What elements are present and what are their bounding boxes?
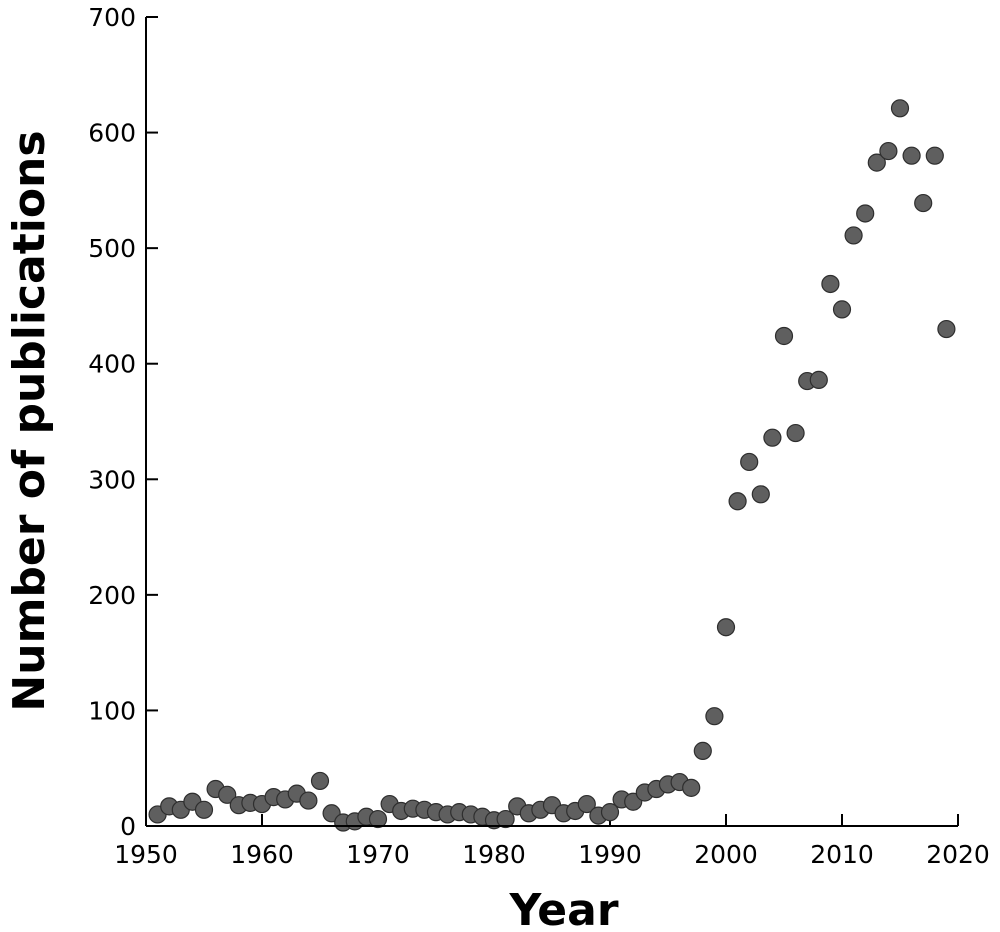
y-tick-label: 300 <box>88 465 136 494</box>
x-axis-ticks: 1950 1960 1970 1980 1990 2000 2010 2020 <box>114 814 990 869</box>
x-tick-label: 2000 <box>694 840 758 869</box>
data-point <box>751 485 770 504</box>
data-point <box>299 791 318 810</box>
y-tick-label: 100 <box>88 696 136 725</box>
data-point <box>577 794 596 814</box>
data-point <box>937 319 956 339</box>
y-tick-label: 700 <box>88 3 136 32</box>
data-point <box>925 146 944 165</box>
x-axis-title: Year <box>508 885 618 932</box>
x-tick-label: 1960 <box>230 840 294 869</box>
y-tick-label: 0 <box>120 812 136 841</box>
x-tick-label: 1980 <box>462 840 526 869</box>
data-point <box>832 300 852 319</box>
data-point <box>809 370 828 389</box>
data-point <box>902 146 921 165</box>
x-tick-label: 1950 <box>114 840 178 869</box>
data-point <box>763 428 782 447</box>
data-point <box>218 785 237 804</box>
data-point <box>496 809 515 829</box>
data-point <box>856 204 875 223</box>
data-point <box>600 803 620 822</box>
data-point <box>194 800 214 819</box>
data-point <box>914 193 933 213</box>
data-point <box>682 778 701 797</box>
data-point <box>693 741 712 760</box>
data-point <box>705 707 724 726</box>
data-point <box>821 274 840 294</box>
data-point <box>716 618 736 637</box>
data-point <box>368 809 388 829</box>
y-axis-title: Number of publications <box>4 130 55 711</box>
x-tick-label: 2010 <box>810 840 874 869</box>
x-tick-label: 2020 <box>926 840 990 869</box>
y-tick-label: 200 <box>88 581 136 610</box>
data-point <box>310 771 330 791</box>
data-point <box>890 99 910 118</box>
data-point <box>844 226 863 245</box>
data-point <box>728 492 747 511</box>
y-tick-label: 500 <box>88 234 136 263</box>
data-point <box>879 141 898 161</box>
y-tick-label: 600 <box>88 119 136 148</box>
data-points <box>148 99 956 832</box>
data-point <box>786 423 805 443</box>
data-point <box>867 153 886 172</box>
x-tick-label: 1990 <box>578 840 642 869</box>
data-point <box>740 452 759 472</box>
x-tick-label: 1970 <box>346 840 410 869</box>
data-point <box>774 326 794 346</box>
y-axis-ticks: 0 100 200 300 400 500 600 700 <box>88 3 158 841</box>
y-tick-label: 400 <box>88 350 136 379</box>
